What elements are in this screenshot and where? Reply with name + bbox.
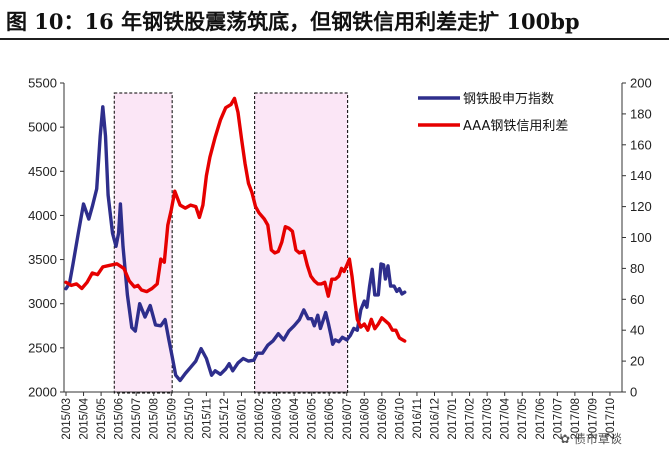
left-tick-label: 2500 xyxy=(28,340,57,355)
x-tick-label: 2016/05 xyxy=(307,398,319,440)
left-tick-label: 3500 xyxy=(28,252,57,267)
legend-label-1: 钢铁股申万指数 xyxy=(463,92,554,107)
x-tick-label: 2016/10 xyxy=(394,398,406,440)
chart-canvas: 2000 2500 3000 3500 4000 4500 5000 5500 0 20 40 60 8… xyxy=(28,76,652,440)
chart-axes: 2000 2500 3000 3500 4000 4500 5000 5500 0 20 40 60 8… xyxy=(28,76,652,440)
title-bar: 图 10：16 年钢铁股震荡筑底，但钢铁信用利差走扩 100bp xyxy=(0,0,669,40)
x-tick-label: 2017/08 xyxy=(570,398,582,440)
x-tick-label: 2015/03 xyxy=(61,398,73,440)
x-tick-label: 2016/03 xyxy=(272,398,284,440)
legend-label-2: AAA钢铁信用利差 xyxy=(463,119,568,134)
right-tick-label: 20 xyxy=(630,354,644,369)
x-tick-label: 2017/06 xyxy=(535,398,547,440)
x-tick-label: 2015/04 xyxy=(79,397,91,439)
right-tick-label: 80 xyxy=(630,261,644,276)
x-tick-label: 2016/06 xyxy=(324,398,336,440)
x-tick-label: 2016/01 xyxy=(236,398,248,440)
x-tick-label: 2015/07 xyxy=(131,398,143,440)
watermark-text: 债市覃谈 xyxy=(573,432,622,446)
x-tick-label: 2016/08 xyxy=(359,398,371,440)
x-tick-label: 2017/07 xyxy=(552,398,564,440)
right-tick-label: 160 xyxy=(630,137,652,152)
x-tick-label: 2015/06 xyxy=(114,398,126,440)
right-tick-label: 100 xyxy=(630,230,652,245)
legend: 钢铁股申万指数 AAA钢铁信用利差 xyxy=(418,92,568,134)
left-tick-label: 5500 xyxy=(28,76,57,91)
x-tick-label: 2017/03 xyxy=(482,398,494,440)
x-tick-label: 2016/04 xyxy=(289,397,301,439)
right-tick-label: 120 xyxy=(630,199,652,214)
x-tick-label: 2015/09 xyxy=(166,398,178,440)
highlight-band-2 xyxy=(254,92,349,394)
x-tick-label: 2015/08 xyxy=(149,398,161,440)
x-tick-label: 2017/04 xyxy=(500,397,512,439)
x-tick-label: 2015/05 xyxy=(96,398,108,440)
left-tick-label: 4000 xyxy=(28,208,57,223)
x-tick-label: 2016/07 xyxy=(342,398,354,440)
x-tick-label: 2016/12 xyxy=(429,398,441,440)
right-tick-label: 180 xyxy=(630,106,652,121)
series-lines xyxy=(64,96,407,383)
x-tick-label: 2017/09 xyxy=(587,398,599,440)
right-tick-label: 40 xyxy=(630,323,644,338)
watermark: ✿ 债市覃谈 xyxy=(560,430,622,447)
wechat-icon: ✿ xyxy=(560,432,571,446)
right-tick-label: 0 xyxy=(630,385,637,400)
x-tick-label: 2017/05 xyxy=(517,398,529,440)
left-tick-label: 2000 xyxy=(28,385,57,400)
x-tick-label: 2017/02 xyxy=(465,398,477,440)
x-tick-label: 2016/11 xyxy=(412,398,424,439)
series-line-2 xyxy=(64,96,407,343)
x-tick-label: 2015/11 xyxy=(201,398,213,439)
right-tick-label: 200 xyxy=(630,76,652,91)
right-tick-label: 60 xyxy=(630,292,644,307)
x-tick-label: 2016/09 xyxy=(377,398,389,440)
x-tick-label: 2015/10 xyxy=(184,398,196,440)
x-tick-label: 2017/01 xyxy=(447,398,459,440)
highlight-bands xyxy=(113,92,349,394)
x-tick-label: 2016/02 xyxy=(254,398,266,440)
x-tick-label: 2015/12 xyxy=(219,398,231,440)
right-tick-label: 140 xyxy=(630,168,652,183)
left-tick-label: 3000 xyxy=(28,296,57,311)
left-tick-label: 4500 xyxy=(28,164,57,179)
x-tick-label: 2017/10 xyxy=(605,398,617,440)
left-tick-label: 5000 xyxy=(28,120,57,135)
series-line-1 xyxy=(64,105,407,383)
chart-title: 图 10：16 年钢铁股震荡筑底，但钢铁信用利差走扩 100bp xyxy=(6,9,580,34)
